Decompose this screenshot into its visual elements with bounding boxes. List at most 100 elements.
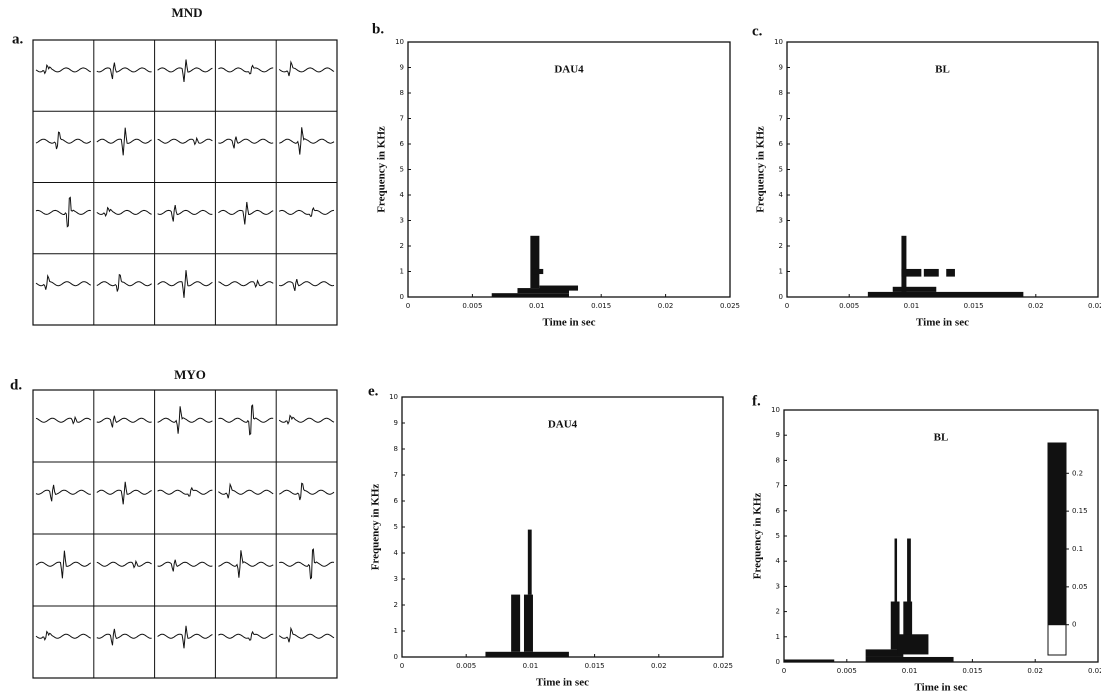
x-tick-label: 0.005: [837, 667, 857, 675]
panel-label: f.: [752, 393, 761, 409]
y-tick-label: 4: [400, 191, 405, 199]
x-tick-label: 0.015: [585, 662, 605, 670]
spectrogram-cell: [903, 601, 913, 650]
waveform: [35, 484, 91, 502]
waveform: [96, 559, 152, 569]
colorbar-tick-label: 0.2: [1072, 469, 1083, 477]
spectrogram-cell: [523, 594, 533, 652]
plot-frame: [407, 41, 731, 298]
y-tick-label: 10: [389, 393, 398, 401]
y-tick-label: 10: [771, 406, 780, 414]
chart-title: DAU4: [554, 64, 584, 76]
y-tick-label: 0: [779, 293, 783, 301]
waveform: [157, 136, 213, 146]
waveform: [218, 550, 274, 578]
waveform: [35, 415, 92, 425]
waveform: [157, 406, 213, 434]
x-axis-label: Time in sec: [536, 677, 589, 689]
y-tick-label: 6: [400, 140, 405, 148]
waveform: [278, 60, 335, 77]
waveform: [96, 127, 152, 156]
y-axis-label: Frequency in KHz: [370, 484, 382, 571]
spectrogram-cell: [907, 538, 911, 602]
colorbar-tick-label: 0.15: [1072, 507, 1088, 515]
x-axis-label: Time in sec: [543, 317, 596, 329]
y-tick-label: 4: [394, 549, 399, 557]
panel-label: b.: [372, 21, 384, 37]
x-tick-label: 0: [782, 667, 786, 675]
spectrogram-cell: [485, 651, 569, 657]
spectrogram-cell: [532, 268, 544, 275]
x-tick-label: 0.005: [462, 302, 482, 310]
y-tick-label: 2: [776, 608, 780, 616]
waveform: [96, 481, 152, 505]
waveform: [278, 206, 335, 217]
y-tick-label: 3: [400, 217, 404, 225]
x-tick-label: 0.025: [1088, 667, 1101, 675]
x-tick-label: 0.02: [651, 662, 667, 670]
y-tick-label: 6: [394, 497, 399, 505]
colorbar: [1047, 442, 1067, 656]
x-tick-label: 0.015: [962, 667, 982, 675]
x-axis-label: Time in sec: [916, 317, 969, 329]
spectrogram-cell: [890, 601, 900, 650]
panel-label: c.: [752, 23, 763, 39]
x-tick-label: 0.005: [456, 662, 476, 670]
y-tick-label: 2: [394, 601, 398, 609]
y-tick-label: 8: [400, 89, 404, 97]
y-tick-label: 10: [395, 38, 404, 46]
y-tick-label: 7: [400, 115, 404, 123]
spectrogram-cell: [901, 235, 907, 292]
y-tick-label: 7: [779, 115, 783, 123]
waveform: [218, 482, 274, 499]
spectrogram-cell: [892, 286, 937, 292]
waveform: [157, 205, 213, 222]
y-tick-label: 2: [779, 242, 783, 250]
y-tick-label: 0: [776, 658, 780, 666]
panel-label: a.: [12, 31, 24, 47]
colorbar-low: [1047, 624, 1067, 656]
y-tick-label: 0: [400, 293, 404, 301]
waveform: [157, 486, 213, 497]
waveform: [279, 278, 335, 291]
waveform: [279, 548, 335, 580]
x-tick-label: 0: [785, 302, 789, 310]
y-axis-label: Frequency in KHz: [376, 126, 388, 213]
spectrogram-cell: [897, 634, 929, 655]
y-tick-label: 9: [776, 431, 780, 439]
waveform: [96, 628, 152, 646]
waveform: [278, 414, 335, 425]
x-tick-label: 0.005: [839, 302, 859, 310]
x-tick-label: 0.02: [1028, 302, 1044, 310]
y-tick-label: 9: [779, 64, 783, 72]
y-tick-label: 1: [400, 268, 404, 276]
x-tick-label: 0.01: [904, 302, 920, 310]
chart-title: BL: [935, 64, 950, 76]
spectrogram-cell: [530, 235, 540, 289]
x-tick-label: 0.02: [658, 302, 674, 310]
y-tick-label: 0: [394, 653, 398, 661]
y-tick-label: 5: [394, 523, 398, 531]
y-tick-label: 9: [394, 419, 398, 427]
x-tick-label: 0: [400, 662, 404, 670]
y-tick-label: 6: [776, 507, 781, 515]
waveform: [35, 550, 92, 579]
waveform: [279, 127, 335, 155]
y-tick-label: 8: [779, 89, 783, 97]
spectrogram-cell: [539, 285, 579, 291]
x-tick-label: 0.01: [523, 662, 539, 670]
panel-title: MYO: [174, 367, 206, 382]
colorbar-tick-label: 0.1: [1072, 545, 1083, 553]
spectrogram-cell: [867, 291, 1024, 297]
y-tick-label: 3: [394, 575, 398, 583]
x-tick-label: 0.025: [1088, 302, 1101, 310]
x-tick-label: 0.025: [713, 662, 733, 670]
y-tick-label: 5: [779, 166, 783, 174]
waveform: [157, 59, 213, 82]
y-tick-label: 10: [774, 38, 783, 46]
waveform: [218, 64, 274, 75]
waveform: [96, 415, 152, 428]
waveform: [96, 273, 152, 292]
y-axis-label: Frequency in KHz: [752, 493, 764, 580]
